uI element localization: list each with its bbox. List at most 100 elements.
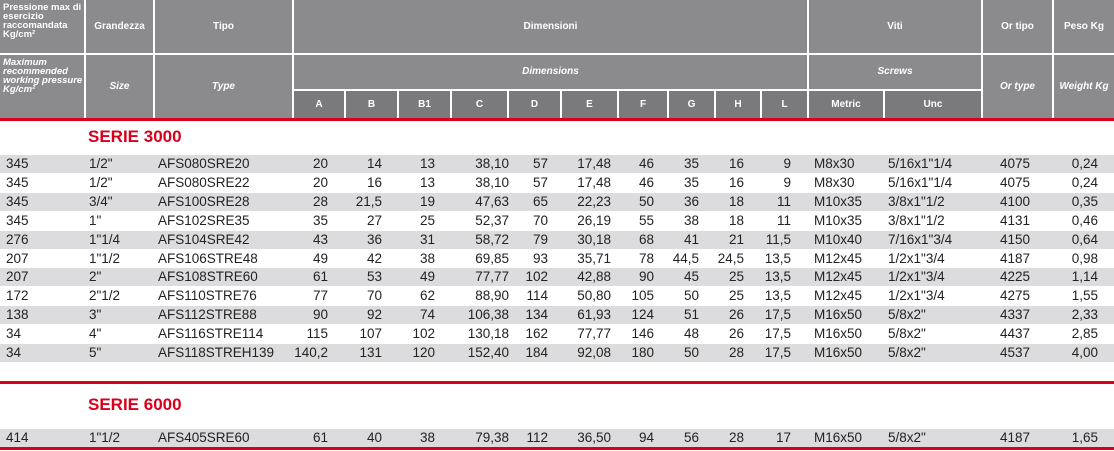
dim-b-cell: 14 — [366, 156, 382, 171]
header-type-it: Tipo — [155, 0, 292, 53]
metric-screw-cell: M12x45 — [814, 269, 863, 285]
header-ortype-it: Or tipo — [983, 0, 1052, 53]
pressure-cell: 276 — [6, 231, 29, 247]
metric-screw-cell: M16x50 — [814, 345, 863, 360]
pressure-cell: 138 — [6, 307, 29, 323]
type-cell: AFS110STRE76 — [158, 288, 257, 304]
dim-d-cell: 57 — [532, 174, 548, 190]
dim-f-cell: 46 — [638, 156, 654, 171]
weight-cell: 2,85 — [1071, 326, 1098, 342]
dim-b-cell: 21,5 — [355, 193, 382, 209]
dim-d-cell: 102 — [525, 269, 548, 285]
table-row: 172 2"1/2 AFS110STRE76 77 70 62 88,90 114 50,80 1… — [0, 287, 1114, 305]
dim-l-cell: 9 — [783, 156, 791, 171]
dim-e-cell: 42,88 — [577, 269, 611, 285]
dim-b1-cell: 25 — [419, 212, 435, 228]
header-dim-l: L — [762, 91, 807, 118]
dim-f-cell: 78 — [638, 250, 654, 266]
dim-g-cell: 44,5 — [672, 250, 699, 266]
metric-screw-cell: M12x45 — [814, 288, 863, 304]
header-size-en: Size — [86, 55, 153, 118]
dim-e-cell: 77,77 — [577, 326, 611, 342]
dim-b-cell: 40 — [366, 430, 382, 445]
dim-l-cell: 17,5 — [764, 345, 791, 360]
size-cell: 1"1/2 — [89, 430, 121, 445]
type-cell: AFS118STREH139 — [158, 345, 275, 360]
dim-e-cell: 50,80 — [577, 288, 611, 304]
type-cell: AFS080SRE20 — [158, 156, 250, 171]
dim-e-cell: 22,23 — [577, 193, 611, 209]
pressure-cell: 172 — [6, 288, 29, 304]
dim-b1-cell: 31 — [419, 231, 435, 247]
dim-a-cell: 140,2 — [294, 345, 328, 360]
unc-screw-cell: 5/8x2" — [888, 430, 926, 445]
header-ortype-en: Or type — [983, 55, 1052, 118]
dim-c-cell: 106,38 — [467, 307, 509, 323]
type-cell: AFS102SRE35 — [158, 212, 250, 228]
dim-g-cell: 38 — [683, 212, 699, 228]
pressure-cell: 414 — [6, 430, 29, 445]
dim-d-cell: 57 — [532, 156, 548, 171]
dim-b-cell: 107 — [359, 326, 382, 342]
unc-screw-cell: 1/2x1"3/4 — [888, 250, 945, 266]
dim-b1-cell: 38 — [419, 430, 435, 445]
section-title-serie-6000: SERIE 6000 — [88, 395, 182, 414]
dim-h-cell: 18 — [728, 193, 744, 209]
type-cell: AFS106STRE48 — [158, 250, 258, 266]
dim-h-cell: 25 — [728, 269, 744, 285]
dim-a-cell: 90 — [312, 307, 328, 323]
pressure-cell: 34 — [6, 345, 22, 360]
unc-screw-cell: 5/8x2" — [888, 326, 926, 342]
header-size-it: Grandezza — [86, 0, 153, 53]
dim-c-cell: 38,10 — [475, 156, 509, 171]
table-bottom-rule — [0, 447, 1114, 450]
dim-c-cell: 152,40 — [467, 345, 509, 360]
metric-screw-cell: M10x40 — [814, 231, 863, 247]
or-type-cell: 4131 — [1000, 212, 1031, 228]
dim-b1-cell: 120 — [412, 345, 435, 360]
dim-b1-cell: 38 — [419, 250, 435, 266]
header-dimensions-en: Dimensions — [294, 55, 807, 89]
or-type-cell: 4100 — [1000, 193, 1031, 209]
unc-screw-cell: 5/8x2" — [888, 345, 926, 360]
dim-a-cell: 35 — [312, 212, 328, 228]
or-type-cell: 4187 — [1000, 250, 1031, 266]
header-dim-c: C — [452, 91, 507, 118]
dim-e-cell: 92,08 — [577, 345, 611, 360]
unc-screw-cell: 5/16x1"1/4 — [888, 174, 953, 190]
header-dim-f: F — [619, 91, 667, 118]
header-divider — [0, 118, 1114, 121]
dim-c-cell: 38,10 — [475, 174, 509, 190]
dim-c-cell: 79,38 — [475, 430, 509, 445]
type-cell: AFS116STRE114 — [158, 326, 264, 342]
size-cell: 1/2" — [89, 156, 113, 171]
dim-a-cell: 61 — [312, 430, 328, 445]
dim-d-cell: 93 — [532, 250, 548, 266]
header-weight-en: Weight Kg — [1054, 55, 1114, 118]
pressure-cell: 34 — [6, 326, 22, 342]
or-type-cell: 4075 — [1000, 174, 1031, 190]
dim-b1-cell: 13 — [419, 174, 435, 190]
dim-g-cell: 51 — [683, 307, 699, 323]
size-cell: 1" — [89, 212, 102, 228]
pressure-cell: 345 — [6, 156, 29, 171]
pressure-cell: 207 — [6, 269, 29, 285]
dim-l-cell: 11,5 — [765, 231, 791, 247]
header-dim-b1: B1 — [399, 91, 450, 118]
dim-h-cell: 24,5 — [717, 250, 744, 266]
dim-l-cell: 13,5 — [764, 250, 791, 266]
dim-b1-cell: 62 — [419, 288, 435, 304]
header-screw-unc: Unc — [885, 91, 981, 118]
dim-g-cell: 36 — [683, 193, 699, 209]
dim-c-cell: 47,63 — [475, 193, 509, 209]
or-type-cell: 4187 — [1000, 430, 1031, 445]
or-type-cell: 4337 — [1000, 307, 1031, 323]
dim-a-cell: 77 — [312, 288, 328, 304]
unc-screw-cell: 1/2x1"3/4 — [888, 269, 945, 285]
dim-h-cell: 28 — [728, 345, 744, 360]
dim-g-cell: 48 — [683, 326, 699, 342]
header-pressure-it: Pressione max di esercizio raccomandata … — [0, 0, 84, 53]
dim-g-cell: 45 — [683, 269, 699, 285]
table-row: 276 1"1/4 AFS104SRE42 43 36 31 58,72 79 30,18 68 4… — [0, 230, 1114, 249]
dim-e-cell: 30,18 — [577, 231, 611, 247]
